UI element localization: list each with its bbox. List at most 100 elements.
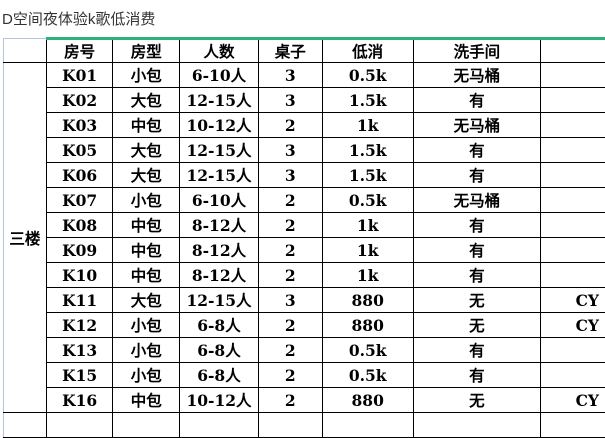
cell-capacity[interactable]: 6-10人 xyxy=(180,188,259,213)
cell-restroom[interactable]: 有 xyxy=(413,88,540,113)
cell-min-spend[interactable]: 1k xyxy=(322,113,413,138)
cell-note[interactable]: CY xyxy=(540,388,605,413)
cell-restroom[interactable]: 无马桶 xyxy=(413,63,540,88)
cell-capacity[interactable]: 6-8人 xyxy=(180,363,259,388)
cell-room-number[interactable]: K15 xyxy=(46,363,113,388)
cell-capacity[interactable]: 6-8人 xyxy=(180,313,259,338)
cell-min-spend[interactable]: 1.5k xyxy=(322,163,413,188)
cell-room-type[interactable]: 小包 xyxy=(113,363,180,388)
cell-restroom[interactable]: 无 xyxy=(413,388,540,413)
cell-restroom[interactable]: 有 xyxy=(413,338,540,363)
header-capacity[interactable]: 人数 xyxy=(180,39,259,63)
cell-capacity[interactable]: 6-10人 xyxy=(180,63,259,88)
cell-capacity[interactable]: 6-8人 xyxy=(180,338,259,363)
cell-min-spend[interactable]: 1.5k xyxy=(322,138,413,163)
cell-room-type[interactable]: 中包 xyxy=(113,113,180,138)
cell-room-number[interactable]: K01 xyxy=(46,63,113,88)
cell-room-type[interactable]: 小包 xyxy=(113,188,180,213)
cell-room-type[interactable]: 大包 xyxy=(113,163,180,188)
cell-note[interactable] xyxy=(540,63,605,88)
header-room-type[interactable]: 房型 xyxy=(113,39,180,63)
floor-header-cell[interactable] xyxy=(4,39,47,63)
cell-note[interactable] xyxy=(540,138,605,163)
cell-room-number[interactable]: K16 xyxy=(46,388,113,413)
cell-restroom[interactable]: 无 xyxy=(413,313,540,338)
cell-room-number[interactable]: K06 xyxy=(46,163,113,188)
cell-note[interactable] xyxy=(540,163,605,188)
cell-restroom[interactable]: 有 xyxy=(413,138,540,163)
cell-tables[interactable]: 2 xyxy=(258,338,322,363)
cell-note[interactable]: CY xyxy=(540,313,605,338)
cell-room-number[interactable]: K13 xyxy=(46,338,113,363)
cell-capacity[interactable]: 8-12人 xyxy=(180,213,259,238)
cell-min-spend[interactable]: 880 xyxy=(322,388,413,413)
cell-restroom[interactable]: 无马桶 xyxy=(413,188,540,213)
cell-min-spend[interactable]: 0.5k xyxy=(322,188,413,213)
cell-capacity[interactable]: 12-15人 xyxy=(180,138,259,163)
cell-restroom[interactable]: 有 xyxy=(413,163,540,188)
empty-cell[interactable] xyxy=(322,413,413,438)
cell-capacity[interactable]: 12-15人 xyxy=(180,88,259,113)
cell-tables[interactable]: 3 xyxy=(258,138,322,163)
empty-cell[interactable] xyxy=(180,413,259,438)
cell-restroom[interactable]: 有 xyxy=(413,213,540,238)
empty-cell[interactable] xyxy=(540,413,605,438)
cell-room-type[interactable]: 小包 xyxy=(113,338,180,363)
cell-room-number[interactable]: K07 xyxy=(46,188,113,213)
empty-cell[interactable] xyxy=(113,413,180,438)
cell-room-number[interactable]: K10 xyxy=(46,263,113,288)
cell-restroom[interactable]: 无 xyxy=(413,288,540,313)
cell-tables[interactable]: 2 xyxy=(258,313,322,338)
cell-capacity[interactable]: 12-15人 xyxy=(180,163,259,188)
cell-capacity[interactable]: 8-12人 xyxy=(180,238,259,263)
cell-min-spend[interactable]: 0.5k xyxy=(322,363,413,388)
cell-room-type[interactable]: 中包 xyxy=(113,238,180,263)
cell-room-number[interactable]: K08 xyxy=(46,213,113,238)
cell-room-type[interactable]: 大包 xyxy=(113,88,180,113)
cell-min-spend[interactable]: 1k xyxy=(322,263,413,288)
empty-cell[interactable] xyxy=(46,413,113,438)
cell-min-spend[interactable]: 1k xyxy=(322,238,413,263)
empty-cell[interactable] xyxy=(413,413,540,438)
cell-tables[interactable]: 3 xyxy=(258,88,322,113)
cell-capacity[interactable]: 12-15人 xyxy=(180,288,259,313)
cell-note[interactable] xyxy=(540,338,605,363)
cell-restroom[interactable]: 有 xyxy=(413,263,540,288)
cell-note[interactable]: CY xyxy=(540,288,605,313)
cell-room-type[interactable]: 大包 xyxy=(113,288,180,313)
cell-min-spend[interactable]: 880 xyxy=(322,288,413,313)
cell-room-number[interactable]: K05 xyxy=(46,138,113,163)
cell-capacity[interactable]: 10-12人 xyxy=(180,113,259,138)
cell-restroom[interactable]: 无马桶 xyxy=(413,113,540,138)
cell-restroom[interactable]: 有 xyxy=(413,363,540,388)
cell-tables[interactable]: 2 xyxy=(258,388,322,413)
cell-tables[interactable]: 2 xyxy=(258,363,322,388)
header-min-spend[interactable]: 低消 xyxy=(322,39,413,63)
cell-capacity[interactable]: 8-12人 xyxy=(180,263,259,288)
header-tables[interactable]: 桌子 xyxy=(258,39,322,63)
cell-note[interactable] xyxy=(540,213,605,238)
cell-tables[interactable]: 3 xyxy=(258,288,322,313)
cell-tables[interactable]: 3 xyxy=(258,63,322,88)
cell-room-number[interactable]: K09 xyxy=(46,238,113,263)
cell-note[interactable] xyxy=(540,88,605,113)
cell-room-type[interactable]: 小包 xyxy=(113,313,180,338)
cell-tables[interactable]: 2 xyxy=(258,188,322,213)
cell-tables[interactable]: 3 xyxy=(258,163,322,188)
cell-note[interactable] xyxy=(540,363,605,388)
cell-tables[interactable]: 2 xyxy=(258,113,322,138)
cell-min-spend[interactable]: 0.5k xyxy=(322,338,413,363)
empty-cell[interactable] xyxy=(4,413,47,438)
cell-min-spend[interactable]: 880 xyxy=(322,313,413,338)
cell-room-type[interactable]: 小包 xyxy=(113,63,180,88)
floor-cell[interactable]: 三楼 xyxy=(4,63,47,413)
cell-capacity[interactable]: 10-12人 xyxy=(180,388,259,413)
cell-room-type[interactable]: 中包 xyxy=(113,388,180,413)
cell-room-number[interactable]: K12 xyxy=(46,313,113,338)
cell-note[interactable] xyxy=(540,188,605,213)
cell-tables[interactable]: 2 xyxy=(258,213,322,238)
cell-room-type[interactable]: 中包 xyxy=(113,263,180,288)
cell-tables[interactable]: 2 xyxy=(258,238,322,263)
cell-restroom[interactable]: 有 xyxy=(413,238,540,263)
cell-room-number[interactable]: K11 xyxy=(46,288,113,313)
